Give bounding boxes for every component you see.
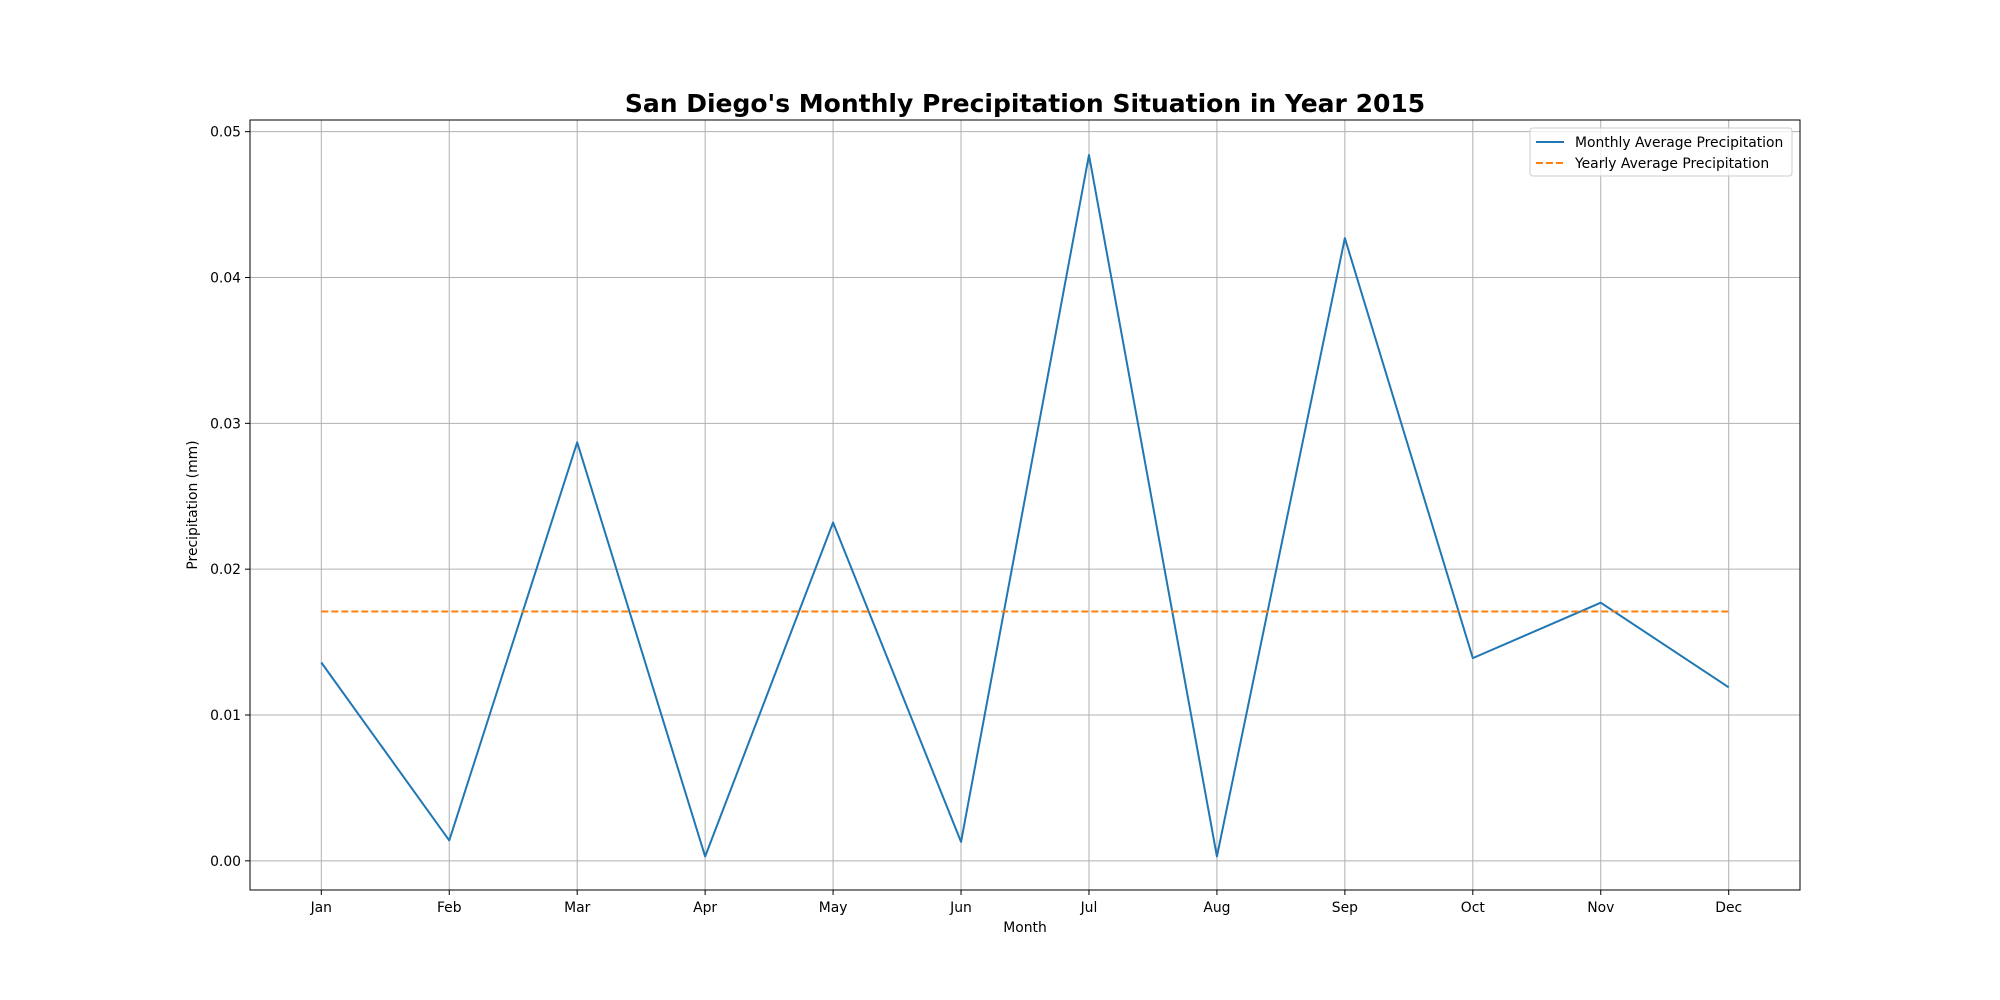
- legend-box: [1529, 127, 1793, 177]
- y-tick-label: 0.03: [210, 416, 241, 432]
- series-line-monthly: [320, 154, 1730, 858]
- x-tick-label: Jun: [949, 900, 972, 916]
- tick-labels: Jan Feb Mar Apr May Jun Jul Aug Sep Oct Nov Dec 0.00…: [210, 125, 1742, 916]
- plot-area-frame: [249, 119, 1801, 891]
- legend-label-yearly: Yearly Average Precipitation: [1574, 156, 1769, 172]
- y-tick-label: 0.05: [210, 125, 241, 141]
- x-tick-label: Oct: [1461, 900, 1486, 916]
- y-tick-label: 0.01: [210, 708, 241, 724]
- x-tick-label: Nov: [1587, 900, 1614, 916]
- x-tick-label: Aug: [1203, 900, 1230, 916]
- chart-title: San Diego's Monthly Precipitation Situat…: [625, 89, 1425, 118]
- grid-lines: [250, 120, 1800, 890]
- y-axis-label: Precipitation (mm): [185, 440, 201, 569]
- x-axis-label: Month: [1003, 920, 1047, 936]
- x-tick-label: Dec: [1715, 900, 1742, 916]
- x-tick-label: Jul: [1080, 900, 1098, 916]
- y-tick-label: 0.04: [210, 271, 241, 287]
- axis-ticks: [245, 131, 1730, 895]
- x-tick-label: Apr: [693, 900, 717, 916]
- series-lines: [320, 154, 1730, 858]
- x-tick-label: Sep: [1332, 900, 1358, 916]
- x-tick-label: Jan: [310, 900, 332, 916]
- y-tick-label: 0.02: [210, 562, 241, 578]
- x-tick-label: May: [819, 900, 848, 916]
- x-tick-label: Mar: [564, 900, 590, 916]
- legend-label-monthly: Monthly Average Precipitation: [1575, 135, 1783, 151]
- x-tick-label: Feb: [437, 900, 462, 916]
- y-tick-label: 0.00: [210, 854, 241, 870]
- legend: Monthly Average Precipitation Yearly Ave…: [1529, 127, 1793, 177]
